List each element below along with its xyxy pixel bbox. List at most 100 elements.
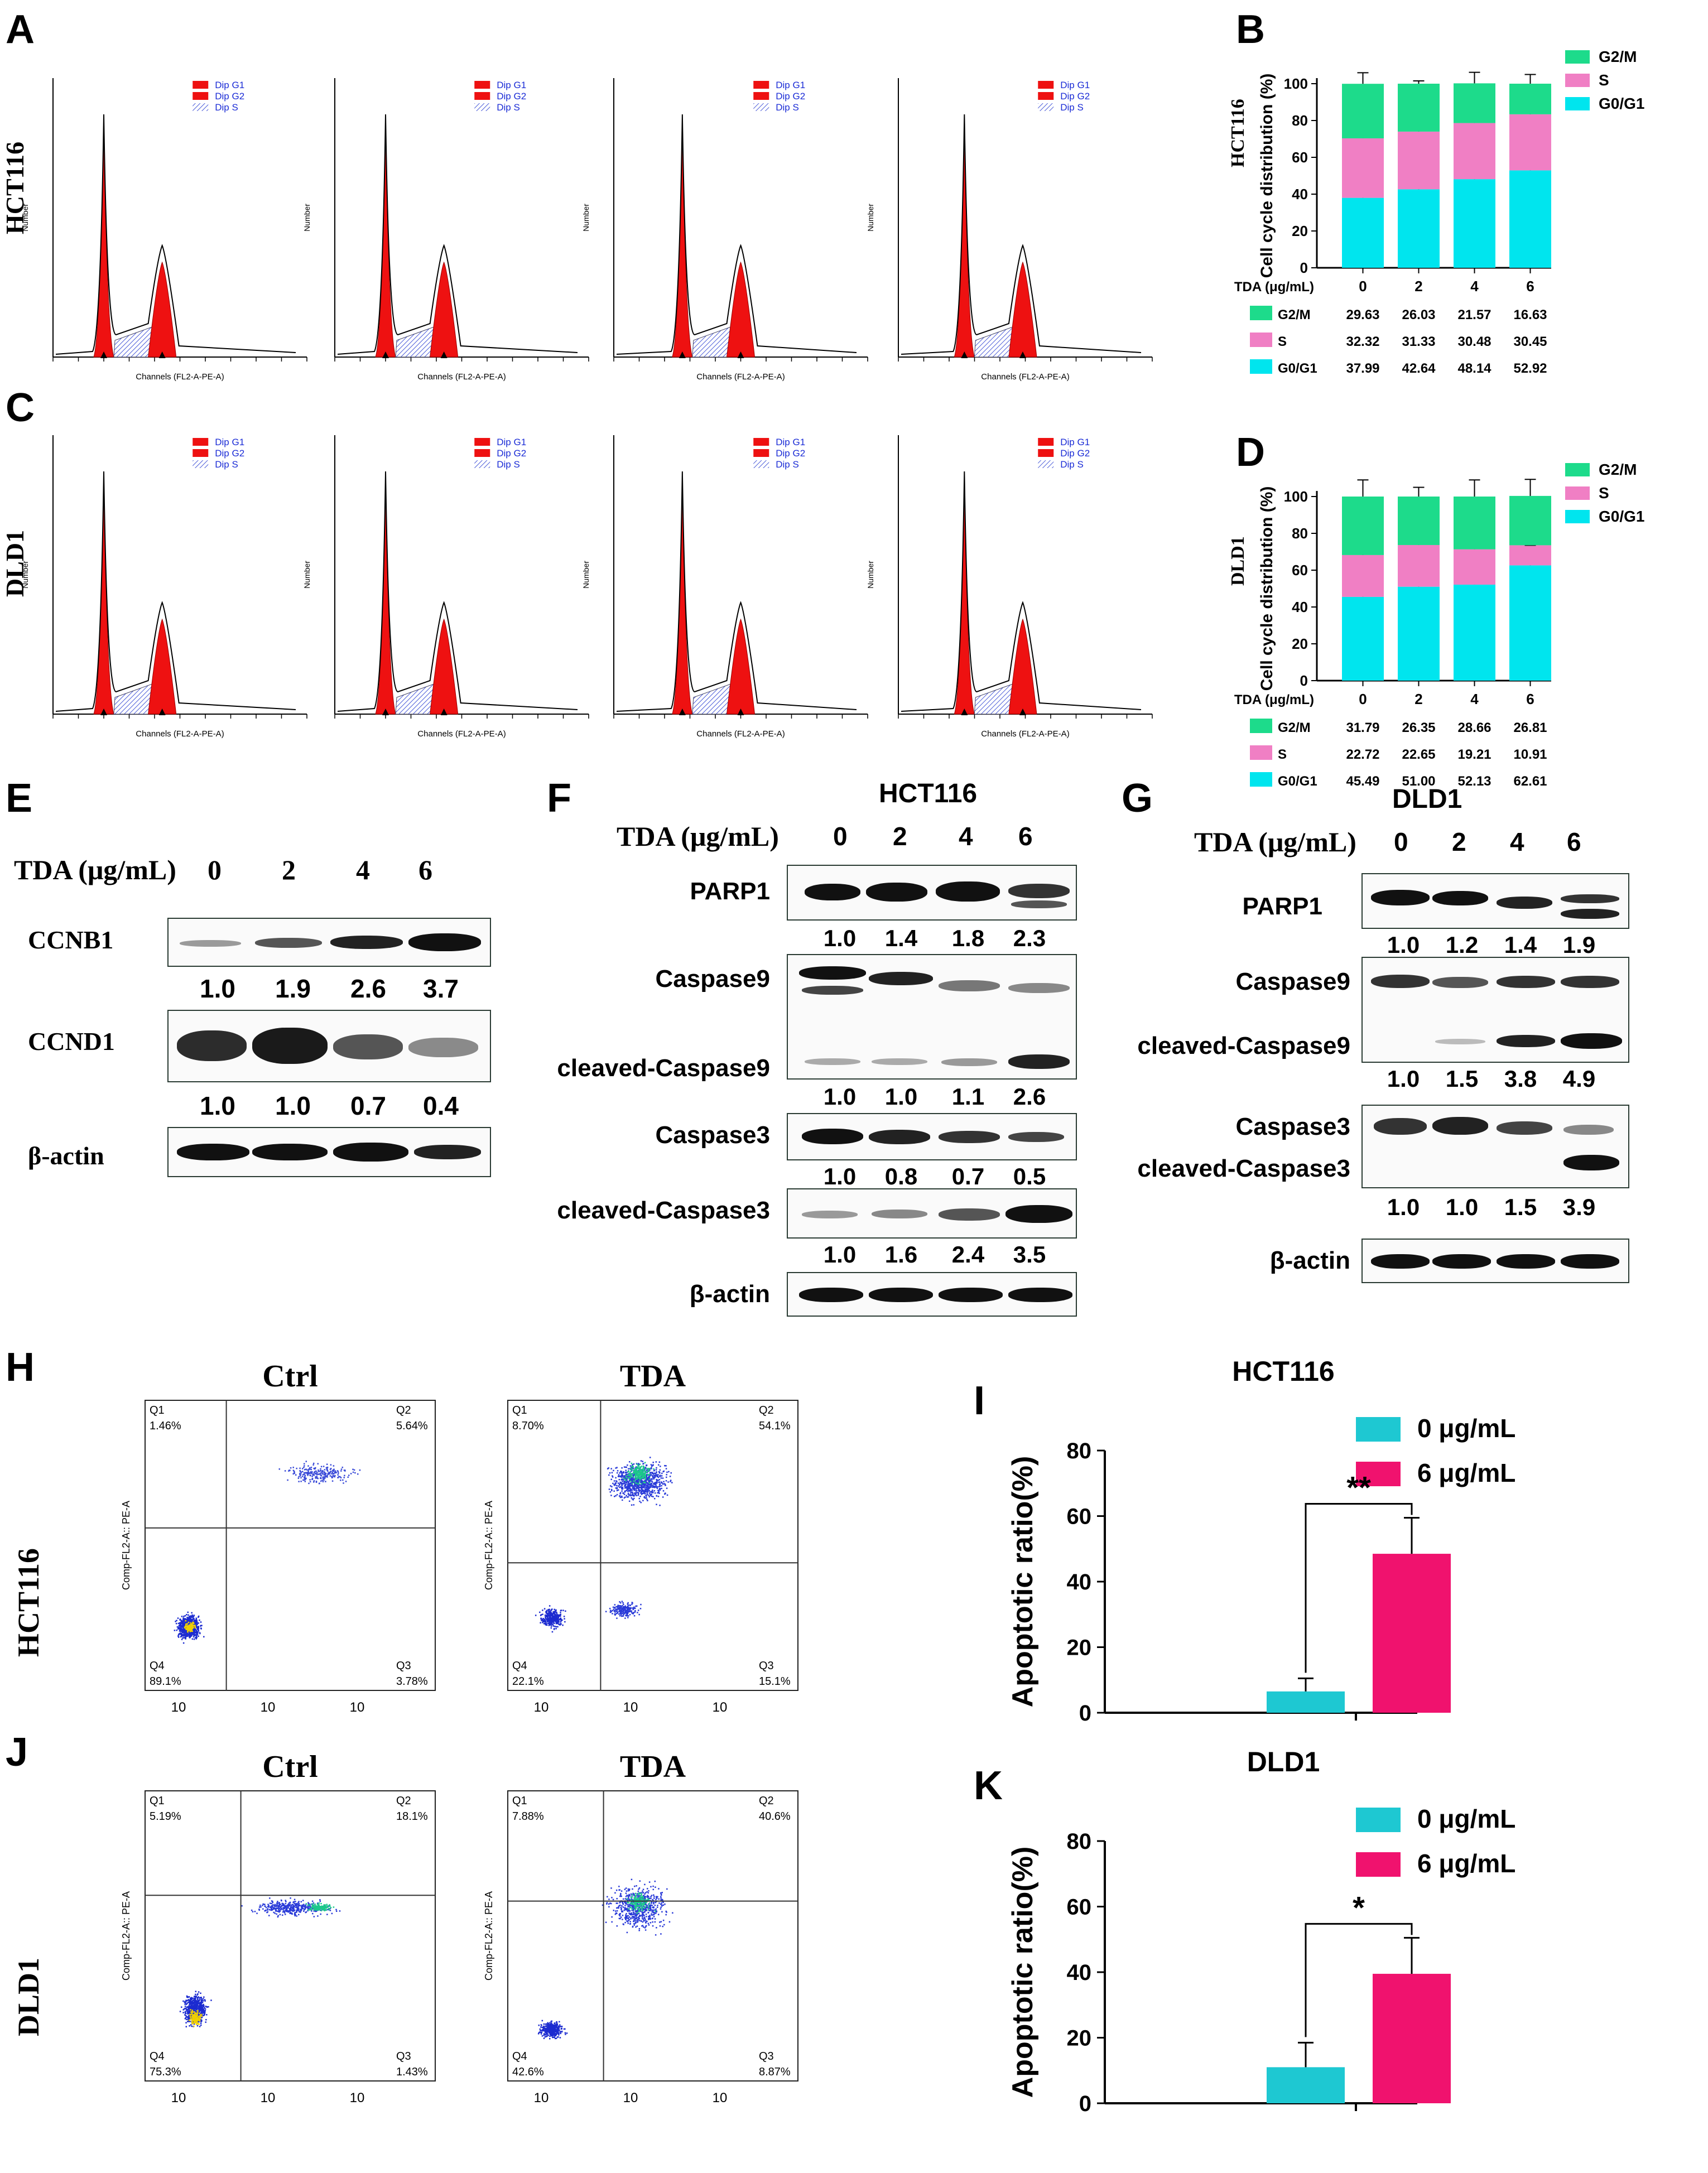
event-dot bbox=[184, 1626, 186, 1628]
event-dot bbox=[621, 1467, 623, 1469]
event-dot bbox=[298, 1911, 300, 1912]
band bbox=[1008, 1288, 1072, 1302]
event-dot bbox=[295, 1474, 297, 1476]
event-dot bbox=[539, 1611, 541, 1613]
event-dot bbox=[616, 1610, 618, 1611]
event-dot bbox=[610, 1468, 612, 1469]
event-dot bbox=[199, 2002, 201, 2004]
y-axis-label: Number bbox=[866, 204, 875, 232]
event-dot bbox=[195, 1991, 197, 1992]
event-dot bbox=[643, 1483, 644, 1485]
event-dot bbox=[609, 1491, 612, 1493]
event-dot bbox=[199, 1619, 200, 1621]
event-dot bbox=[543, 1608, 546, 1610]
event-dot bbox=[183, 2008, 185, 2010]
band bbox=[1008, 983, 1070, 993]
event-dot bbox=[279, 1914, 281, 1916]
event-dot bbox=[276, 1913, 277, 1915]
legend-label: Dip S bbox=[776, 459, 799, 470]
event-dot bbox=[547, 2025, 549, 2027]
event-dot bbox=[665, 1480, 667, 1482]
event-dot bbox=[277, 1915, 279, 1917]
event-dot bbox=[649, 1486, 651, 1488]
event-dot bbox=[175, 1622, 177, 1625]
band bbox=[1008, 1132, 1064, 1142]
event-dot bbox=[197, 1626, 199, 1628]
event-dot bbox=[199, 2016, 201, 2018]
event-dot bbox=[331, 1476, 333, 1477]
event-dot bbox=[259, 1904, 261, 1906]
event-dot bbox=[555, 1618, 557, 1620]
wb-f-quant: 1.1 bbox=[951, 1083, 985, 1110]
event-dot bbox=[194, 1627, 196, 1629]
event-dot bbox=[624, 1496, 626, 1498]
event-dot bbox=[640, 1482, 642, 1483]
event-dot bbox=[325, 1473, 326, 1476]
event-dot bbox=[337, 1474, 339, 1476]
event-dot bbox=[296, 1911, 297, 1912]
event-dot bbox=[616, 1493, 618, 1496]
event-dot bbox=[191, 1612, 193, 1614]
legend-label: Dip G1 bbox=[215, 437, 244, 447]
event-dot bbox=[631, 1497, 633, 1499]
event-dot bbox=[276, 1904, 277, 1906]
y-tick-label: 20 bbox=[1292, 223, 1308, 239]
event-dot bbox=[543, 1623, 545, 1625]
event-dot bbox=[656, 1504, 657, 1505]
event-dot bbox=[642, 1463, 644, 1464]
event-dot bbox=[187, 1999, 189, 2001]
event-dot bbox=[651, 1493, 652, 1495]
event-dot bbox=[359, 1469, 361, 1471]
event-dot bbox=[204, 2008, 206, 2010]
event-dot bbox=[297, 1477, 300, 1479]
event-dot bbox=[347, 1476, 349, 1478]
event-dot bbox=[565, 1610, 566, 1612]
event-dot bbox=[303, 1905, 305, 1906]
event-dot bbox=[666, 1471, 668, 1473]
legend-label: Dip S bbox=[497, 102, 520, 113]
wb-e-quant: 2.6 bbox=[350, 974, 386, 1003]
legend-label: G0/G1 bbox=[1599, 95, 1644, 112]
legend-label: Dip S bbox=[776, 102, 799, 113]
event-dot bbox=[653, 1469, 655, 1472]
event-dot bbox=[630, 1484, 632, 1486]
quadrant-label: Q3 bbox=[759, 1660, 774, 1672]
stacked-bar-segment bbox=[1454, 83, 1495, 123]
event-dot bbox=[320, 1468, 321, 1470]
event-dot bbox=[620, 1615, 623, 1617]
band bbox=[939, 1131, 1000, 1143]
event-dot bbox=[635, 1605, 637, 1607]
event-dot bbox=[200, 2024, 202, 2026]
panel-label-e: E bbox=[6, 776, 33, 821]
event-dot bbox=[632, 1482, 633, 1485]
event-dot bbox=[294, 1471, 295, 1473]
event-dot bbox=[551, 1608, 553, 1610]
event-dot bbox=[205, 2021, 206, 2023]
event-dot bbox=[199, 2026, 201, 2027]
y-axis-label: Comp-FL2-A:: PE-A bbox=[121, 1501, 132, 1590]
event-dot bbox=[636, 1470, 638, 1472]
wb-f-blot-parp1 bbox=[787, 865, 1077, 921]
event-dot bbox=[252, 1911, 254, 1912]
wb-e-label-ccnd1: CCND1 bbox=[28, 1027, 115, 1056]
event-dot bbox=[316, 1471, 318, 1473]
legend-label: S bbox=[1599, 484, 1609, 502]
x-tick-label: 4 bbox=[1470, 278, 1479, 295]
event-dot bbox=[187, 1614, 189, 1616]
x-axis-label: Channels (FL2-A-PE-A) bbox=[981, 372, 1069, 382]
x-tick-label: 4 bbox=[1470, 691, 1479, 707]
event-dot bbox=[278, 1910, 281, 1912]
event-dot bbox=[304, 1908, 305, 1910]
wb-e-blot-ccnd1 bbox=[167, 1010, 491, 1082]
event-dot bbox=[187, 2001, 189, 2003]
event-dot bbox=[185, 1625, 187, 1626]
event-dot bbox=[638, 1490, 641, 1492]
event-dot bbox=[285, 1900, 286, 1901]
event-dot bbox=[641, 1491, 642, 1493]
event-dot bbox=[656, 1467, 657, 1469]
event-dot bbox=[612, 1606, 614, 1608]
event-dot bbox=[309, 1481, 311, 1483]
band bbox=[872, 1210, 927, 1218]
